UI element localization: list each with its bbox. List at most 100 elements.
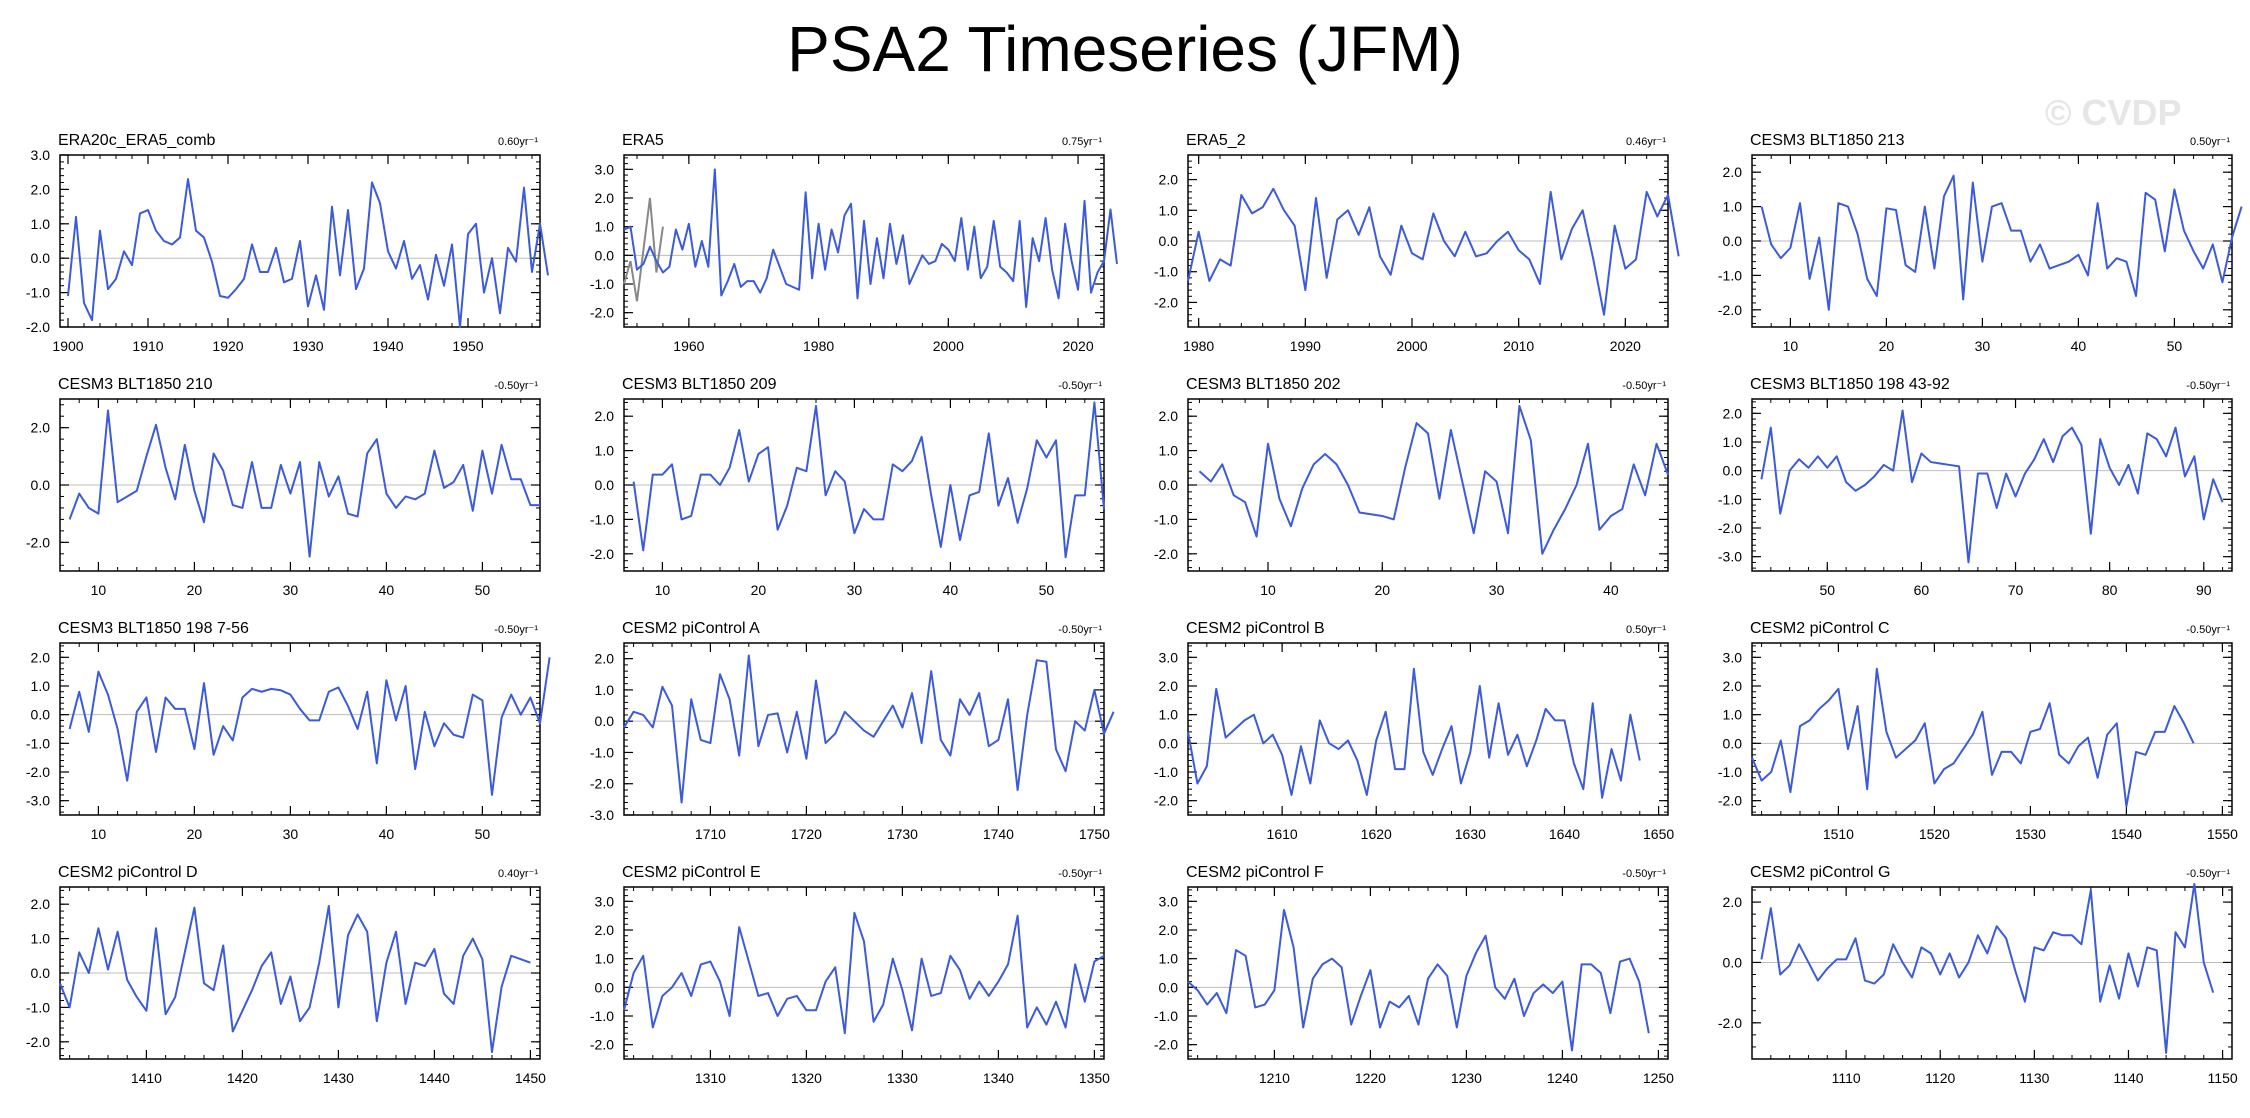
- x-tick-label: 1980: [1183, 338, 1214, 354]
- y-tick-label: -1.0: [1154, 511, 1178, 527]
- y-tick-label: -2.0: [1154, 793, 1178, 809]
- y-tick-label: -1.0: [590, 511, 614, 527]
- y-tick-label: 3.0: [1723, 649, 1743, 665]
- panel-trend-label: 0.50yr⁻¹: [2190, 136, 2230, 148]
- x-tick-label: 10: [1260, 582, 1276, 598]
- y-tick-label: -2.0: [1718, 793, 1742, 809]
- panel-frame: [623, 154, 1105, 328]
- watermark: © CVDP: [2045, 92, 2182, 133]
- x-tick-label: 1710: [695, 826, 726, 842]
- x-tick-label: 1330: [887, 1070, 918, 1086]
- y-tick-label: -1.0: [1154, 764, 1178, 780]
- x-tick-label: 1940: [372, 338, 403, 354]
- y-tick-label: 1.0: [1159, 202, 1179, 218]
- y-tick-label: 1.0: [1723, 707, 1743, 723]
- x-tick-label: 1550: [2207, 826, 2238, 842]
- panel-title: CESM3 BLT1850 209: [622, 376, 777, 393]
- x-tick-label: 1520: [1919, 826, 1950, 842]
- y-tick-label: 1.0: [1159, 707, 1179, 723]
- y-tick-label: 0.0: [31, 477, 51, 493]
- x-tick-label: 1320: [791, 1070, 822, 1086]
- y-tick-label: -2.0: [590, 1037, 614, 1053]
- panel-11: CESM2 piControl B 0.50yr⁻¹ -2.0 -1.0 0.0 1.0 2…: [1154, 620, 1674, 842]
- x-tick-label: 50: [1820, 582, 1836, 598]
- x-tick-label: 1350: [1079, 1070, 1110, 1086]
- series-line: [1751, 667, 2195, 808]
- x-tick-label: 1420: [227, 1070, 258, 1086]
- x-tick-label: 1950: [452, 338, 483, 354]
- y-tick-label: -2.0: [1718, 1015, 1742, 1031]
- y-tick-label: 0.0: [31, 707, 51, 723]
- panel-10: CESM2 piControl A -0.50yr⁻¹ -3.0 -2.0 -1.0 0.…: [590, 620, 1115, 842]
- y-tick-label: 2.0: [595, 922, 615, 938]
- y-tick-label: 2.0: [31, 649, 51, 665]
- x-tick-label: 30: [1489, 582, 1505, 598]
- x-tick-label: 10: [91, 826, 107, 842]
- panel-title: ERA5_2: [1186, 132, 1246, 149]
- y-tick-label: 1.0: [595, 219, 615, 235]
- x-tick-label: 40: [943, 582, 959, 598]
- x-tick-label: 20: [187, 582, 203, 598]
- x-tick-label: 1620: [1361, 826, 1392, 842]
- series-line: [623, 168, 1118, 308]
- series-line: [68, 657, 551, 796]
- x-tick-label: 2020: [1062, 338, 1093, 354]
- series-line: [1187, 908, 1650, 1052]
- x-tick-label: 20: [1374, 582, 1390, 598]
- panel-title: CESM2 piControl A: [622, 620, 760, 637]
- y-tick-label: -1.0: [1154, 264, 1178, 280]
- x-tick-label: 1430: [323, 1070, 354, 1086]
- x-tick-label: 1980: [803, 338, 834, 354]
- panel-frame: [59, 154, 541, 328]
- y-tick-label: 2.0: [1723, 164, 1743, 180]
- y-tick-label: 1.0: [1723, 199, 1743, 215]
- x-tick-label: 1130: [2019, 1070, 2049, 1086]
- x-tick-label: 40: [2071, 338, 2087, 354]
- x-tick-label: 50: [1039, 582, 1055, 598]
- y-tick-label: 0.0: [595, 713, 615, 729]
- x-tick-label: 2020: [1610, 338, 1641, 354]
- panel-trend-label: -0.50yr⁻¹: [494, 624, 538, 636]
- y-tick-label: 0.0: [1159, 979, 1179, 995]
- panel-frame: [1751, 886, 2233, 1060]
- series-line: [1187, 667, 1641, 799]
- x-tick-label: 1510: [1823, 826, 1854, 842]
- x-tick-label: 1900: [52, 338, 83, 354]
- panel-trend-label: -0.50yr⁻¹: [2186, 624, 2230, 636]
- panel-frame: [1751, 398, 2233, 572]
- y-tick-label: 2.0: [595, 408, 615, 424]
- x-tick-label: 1410: [131, 1070, 162, 1086]
- y-tick-label: 1.0: [1159, 951, 1179, 967]
- x-tick-label: 30: [283, 826, 299, 842]
- y-tick-label: -1.0: [590, 744, 614, 760]
- y-tick-label: -1.0: [1718, 491, 1742, 507]
- y-tick-label: 0.0: [595, 477, 615, 493]
- y-tick-label: -2.0: [26, 534, 50, 550]
- page-title: PSA2 Timeseries (JFM): [787, 13, 1463, 85]
- y-tick-label: 0.0: [31, 965, 51, 981]
- y-tick-label: 0.0: [1723, 463, 1743, 479]
- x-tick-label: 50: [2167, 338, 2183, 354]
- series-line: [67, 178, 549, 328]
- x-tick-label: 1530: [2015, 826, 2046, 842]
- y-tick-label: 0.0: [595, 979, 615, 995]
- x-tick-label: 1740: [983, 826, 1014, 842]
- x-tick-label: 10: [1783, 338, 1799, 354]
- x-tick-label: 30: [1975, 338, 1991, 354]
- series-line: [1760, 409, 2224, 564]
- y-tick-label: -2.0: [26, 764, 50, 780]
- panel-title: CESM3 BLT1850 213: [1750, 132, 1905, 149]
- y-tick-label: 0.0: [1723, 735, 1743, 751]
- y-tick-label: 2.0: [595, 651, 615, 667]
- x-tick-label: 40: [379, 582, 395, 598]
- panel-trend-label: 0.46yr⁻¹: [1626, 136, 1666, 148]
- y-tick-label: 2.0: [1159, 172, 1179, 188]
- panel-title: CESM2 piControl B: [1186, 620, 1325, 637]
- panel-5: CESM3 BLT1850 210 -0.50yr⁻¹ -2.0 0.0 2.0 10 20…: [26, 376, 541, 598]
- panel-title: CESM3 BLT1850 202: [1186, 376, 1341, 393]
- y-tick-label: 2.0: [1159, 408, 1179, 424]
- y-tick-label: 3.0: [595, 161, 615, 177]
- series-line: [632, 401, 1105, 559]
- x-tick-label: 2000: [933, 338, 964, 354]
